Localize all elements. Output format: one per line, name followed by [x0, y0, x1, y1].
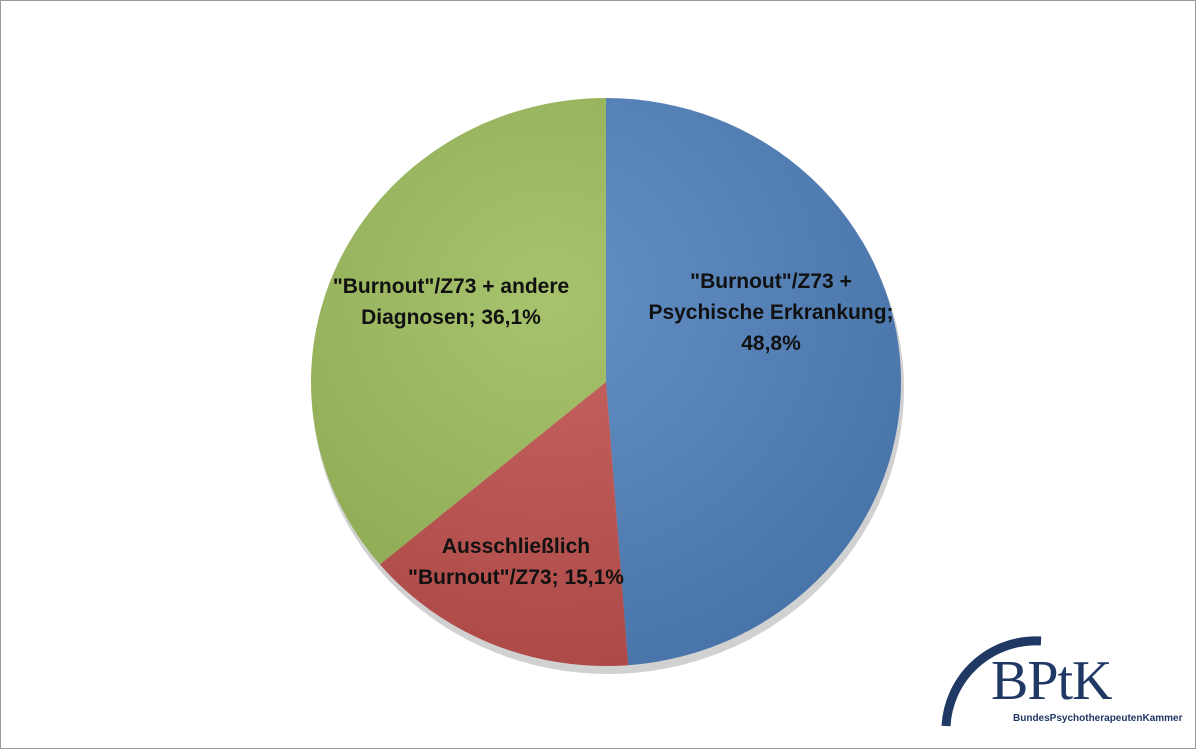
logo-title: BPtK	[991, 650, 1112, 712]
category-label: "Burnout"/Z73 + Psychische Erkrankung;	[648, 270, 894, 324]
category-label: "Burnout"/Z73 + andere Diagnosen;	[332, 275, 570, 329]
slice-label: Ausschließlich "Burnout"/Z73; 15,1%	[396, 531, 636, 593]
pie-slice	[606, 98, 902, 666]
value-label: 36,1%	[481, 306, 541, 329]
value-label: 15,1%	[564, 566, 624, 589]
slice-label: "Burnout"/Z73 + andere Diagnosen; 36,1%	[301, 271, 601, 333]
category-label: Ausschließlich "Burnout"/Z73;	[408, 535, 591, 589]
value-label: 48,8%	[741, 332, 801, 355]
logo-arc	[941, 636, 1042, 727]
logo-subtitle: BundesPsychotherapeutenKammer	[1013, 713, 1183, 724]
slice-label: "Burnout"/Z73 + Psychische Erkrankung; 4…	[641, 266, 901, 359]
